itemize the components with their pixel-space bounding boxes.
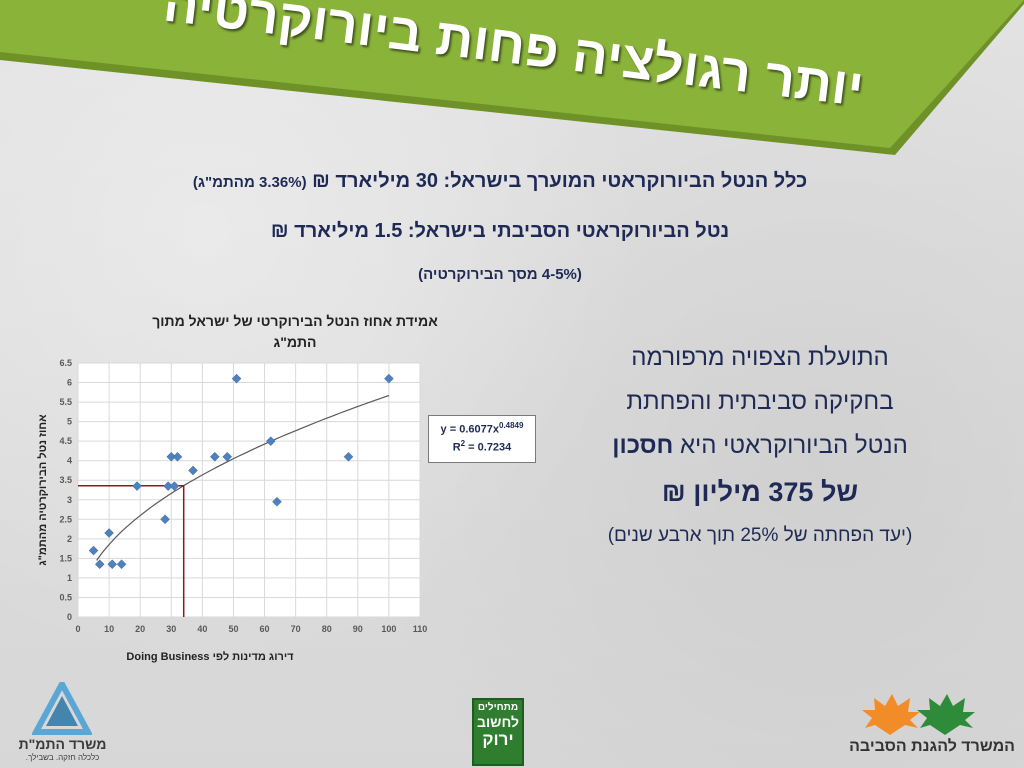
left-org-name: משרד התמ"ת	[18, 736, 107, 752]
data-point	[188, 465, 198, 476]
data-point	[265, 436, 276, 447]
y-tick-label: 5.5	[59, 397, 72, 407]
think-green-logo: מתחילים לחשוב ירוק	[472, 698, 524, 766]
y-tick-label: 6.5	[59, 358, 72, 368]
x-tick-label: 70	[291, 624, 301, 634]
y-tick-label: 1	[67, 573, 72, 583]
r2-label: R	[452, 441, 461, 454]
benefit-text: התועלת הצפויה מרפורמה בחקיקה סביבתית והפ…	[540, 336, 980, 556]
benefit-line3-bold: חסכון	[612, 432, 674, 459]
y-tick-label: 2.5	[59, 514, 72, 524]
data-point	[104, 528, 114, 538]
x-tick-label: 50	[228, 624, 238, 634]
x-tick-label: 80	[322, 624, 332, 634]
data-point	[231, 373, 242, 384]
think-green-line1: מתחילים	[477, 702, 519, 713]
y-tick-label: 3	[67, 495, 72, 505]
data-point	[169, 481, 180, 491]
total-burden-line: כלל הנטל הביורוקראטי המוערך בישראל: 30 מ…	[60, 170, 940, 193]
data-point	[172, 451, 183, 462]
data-point	[160, 514, 170, 525]
equation-exponent: 0.4849	[498, 421, 524, 430]
left-org-tagline: כלכלה חזקה. בשבילך.	[25, 753, 100, 762]
x-tick-label: 0	[75, 624, 80, 634]
environmental-burden-line: נטל הביורוקראטי הסביבתי בישראל: 1.5 מילי…	[270, 220, 730, 242]
total-burden-paren: (3.36% מהתמ"ג)	[192, 174, 307, 191]
leaves-icon	[862, 694, 975, 735]
total-burden-main: כלל הנטל הביורוקראטי המוערך בישראל: 30 מ…	[312, 170, 808, 192]
data-point	[94, 559, 105, 570]
x-tick-label: 90	[353, 624, 363, 634]
scatter-chart: אמידת אחוז הנטל הבירוקרטי של ישראל מתוך …	[36, 313, 438, 663]
x-tick-label: 60	[260, 624, 270, 634]
environment-ministry-logo: המשרד להגנת הסביבה	[810, 690, 1020, 765]
equation-label: y = 0.6077x	[440, 423, 499, 436]
r2-value: = 0.7234	[465, 441, 512, 454]
data-point	[107, 559, 118, 570]
x-axis-label: דירוג מדינות לפי Doing Business	[126, 650, 294, 663]
y-tick-label: 4.5	[59, 436, 72, 446]
right-org-name: המשרד להגנת הסביבה	[849, 738, 1015, 755]
x-tick-labels: 0 10 20 30 40 50 60 70 80 90 100 110	[75, 624, 427, 634]
x-tick-label: 100	[381, 624, 396, 634]
y-tick-label: 4	[67, 456, 72, 466]
benefit-line2: בחקיקה סביבתית והפחתת	[626, 388, 894, 415]
chart-title-line1: אמידת אחוז הנטל הבירוקרטי של ישראל מתוך	[152, 313, 438, 329]
y-tick-label: 3.5	[59, 475, 72, 485]
data-point	[88, 545, 99, 556]
data-point	[116, 559, 127, 570]
x-tick-label: 30	[166, 624, 176, 634]
data-points	[88, 373, 394, 570]
x-tick-label: 10	[104, 624, 114, 634]
banner-fill	[0, 0, 1024, 148]
benefit-savings-amount: של 375 מיליון ₪	[661, 477, 859, 507]
y-tick-label: 0	[67, 612, 72, 622]
plot-area	[77, 362, 421, 618]
y-tick-label: 1.5	[59, 553, 72, 563]
y-axis-label: אחוז נטל הבירוקרטיה מהתמ"ג	[36, 414, 49, 566]
title-banner	[0, 0, 1024, 155]
y-tick-label: 5	[67, 417, 72, 427]
think-green-line2: לחשוב	[477, 714, 519, 730]
y-tick-labels: 0 0.5 1 1.5 2 2.5 3 3.5 4 4.5 5 5.5 6 6.5	[59, 358, 72, 622]
ministry-emblem-icon	[32, 682, 92, 735]
environmental-share-line: (4-5% מסך הבירוקרטיה)	[418, 266, 582, 283]
chart-title-line2: התמ"ג	[273, 334, 316, 350]
y-tick-label: 0.5	[59, 592, 72, 602]
data-point	[209, 451, 220, 462]
power-trendline	[96, 394, 390, 561]
r2-sup: 2	[460, 438, 466, 448]
benefit-line1: התועלת הצפויה מרפורמה	[631, 344, 889, 371]
benefit-line3-prefix: הנטל הביורוקראטי היא	[673, 432, 908, 459]
benefit-line3: הנטל הביורוקראטי היא חסכון	[540, 424, 980, 468]
data-point	[132, 481, 142, 491]
economy-ministry-logo: משרד התמ"ת כלכלה חזקה. בשבילך.	[10, 680, 120, 768]
data-point	[343, 451, 354, 462]
data-point	[272, 496, 282, 507]
y-tick-label: 2	[67, 534, 72, 544]
equation-box: y = 0.6077x0.4849 R2 = 0.7234	[428, 415, 536, 463]
data-point	[384, 373, 394, 384]
benefit-target-note: (יעד הפחתה של 25% תוך ארבע שנים)	[607, 525, 913, 546]
think-green-line3: ירוק	[482, 730, 514, 749]
data-point	[222, 451, 233, 462]
grid-vertical	[77, 363, 421, 617]
y-tick-label: 6	[67, 378, 72, 388]
x-tick-label: 20	[135, 624, 145, 634]
x-tick-label: 40	[197, 624, 207, 634]
x-tick-label: 110	[413, 624, 428, 634]
